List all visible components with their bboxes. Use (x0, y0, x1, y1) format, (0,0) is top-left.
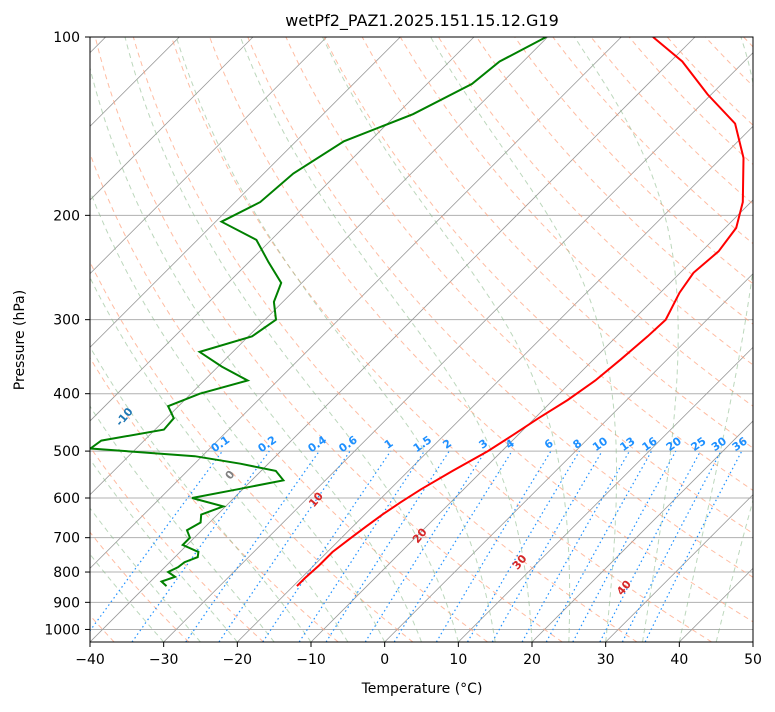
y-tick-label: 800 (53, 565, 80, 581)
y-tick-label: 700 (53, 531, 80, 547)
x-tick-label: 30 (597, 652, 615, 668)
x-tick-label: 0 (380, 652, 389, 668)
y-axis-label: Pressure (hPa) (12, 290, 28, 390)
x-tick-label: 40 (670, 652, 688, 668)
y-tick-label: 900 (53, 595, 80, 611)
chart-title: wetPf2_PAZ1.2025.151.15.12.G19 (285, 11, 559, 31)
x-tick-label: −40 (75, 652, 105, 668)
y-tick-label: 200 (53, 208, 80, 224)
x-tick-label: −30 (149, 652, 179, 668)
y-tick-label: 500 (53, 444, 80, 460)
y-tick-label: 100 (53, 30, 80, 46)
y-tick-label: 1000 (44, 622, 80, 638)
y-tick-label: 600 (53, 491, 80, 507)
x-tick-label: 10 (449, 652, 467, 668)
x-tick-label: −10 (296, 652, 326, 668)
y-tick-label: 300 (53, 313, 80, 329)
x-axis-label: Temperature (°C) (361, 681, 483, 697)
y-tick-label: 400 (53, 387, 80, 403)
x-tick-label: 50 (744, 652, 762, 668)
x-tick-label: −20 (223, 652, 253, 668)
x-tick-label: 20 (523, 652, 541, 668)
